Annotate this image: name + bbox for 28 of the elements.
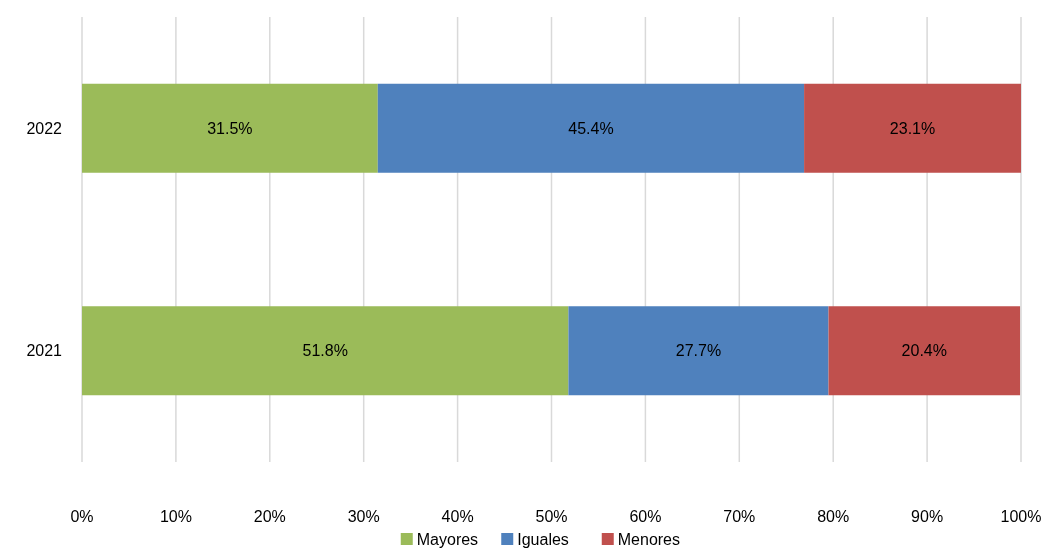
legend-label: Mayores xyxy=(416,531,479,548)
x-tick-label: 10% xyxy=(159,508,192,525)
data-label: 31.5% xyxy=(207,119,253,137)
x-tick-label: 20% xyxy=(253,508,286,525)
y-tick-label: 2022 xyxy=(26,119,63,137)
legend-label: Iguales xyxy=(517,531,569,548)
x-tick-label: 70% xyxy=(723,508,756,525)
x-tick-label: 50% xyxy=(535,508,568,525)
data-label: 20.4% xyxy=(901,342,947,360)
data-label: 51.8% xyxy=(302,342,348,360)
x-tick-label: 80% xyxy=(817,508,850,525)
x-tick-label: 90% xyxy=(911,508,944,525)
bar xyxy=(377,83,805,173)
x-tick-label: 30% xyxy=(347,508,380,525)
bar xyxy=(804,83,1021,173)
data-label: 23.1% xyxy=(889,119,936,137)
bar xyxy=(568,306,829,396)
x-tick-label: 0% xyxy=(70,508,94,525)
data-label: 45.4% xyxy=(568,119,614,137)
bar xyxy=(82,306,569,396)
y-tick-label: 2021 xyxy=(26,342,63,360)
legend-label: Menores xyxy=(617,531,680,548)
bar xyxy=(828,306,1021,396)
x-tick-label: 40% xyxy=(441,508,474,525)
data-label: 27.7% xyxy=(675,342,722,360)
bar xyxy=(82,83,378,173)
x-tick-label: 100% xyxy=(1000,508,1042,525)
x-tick-label: 60% xyxy=(629,508,662,525)
